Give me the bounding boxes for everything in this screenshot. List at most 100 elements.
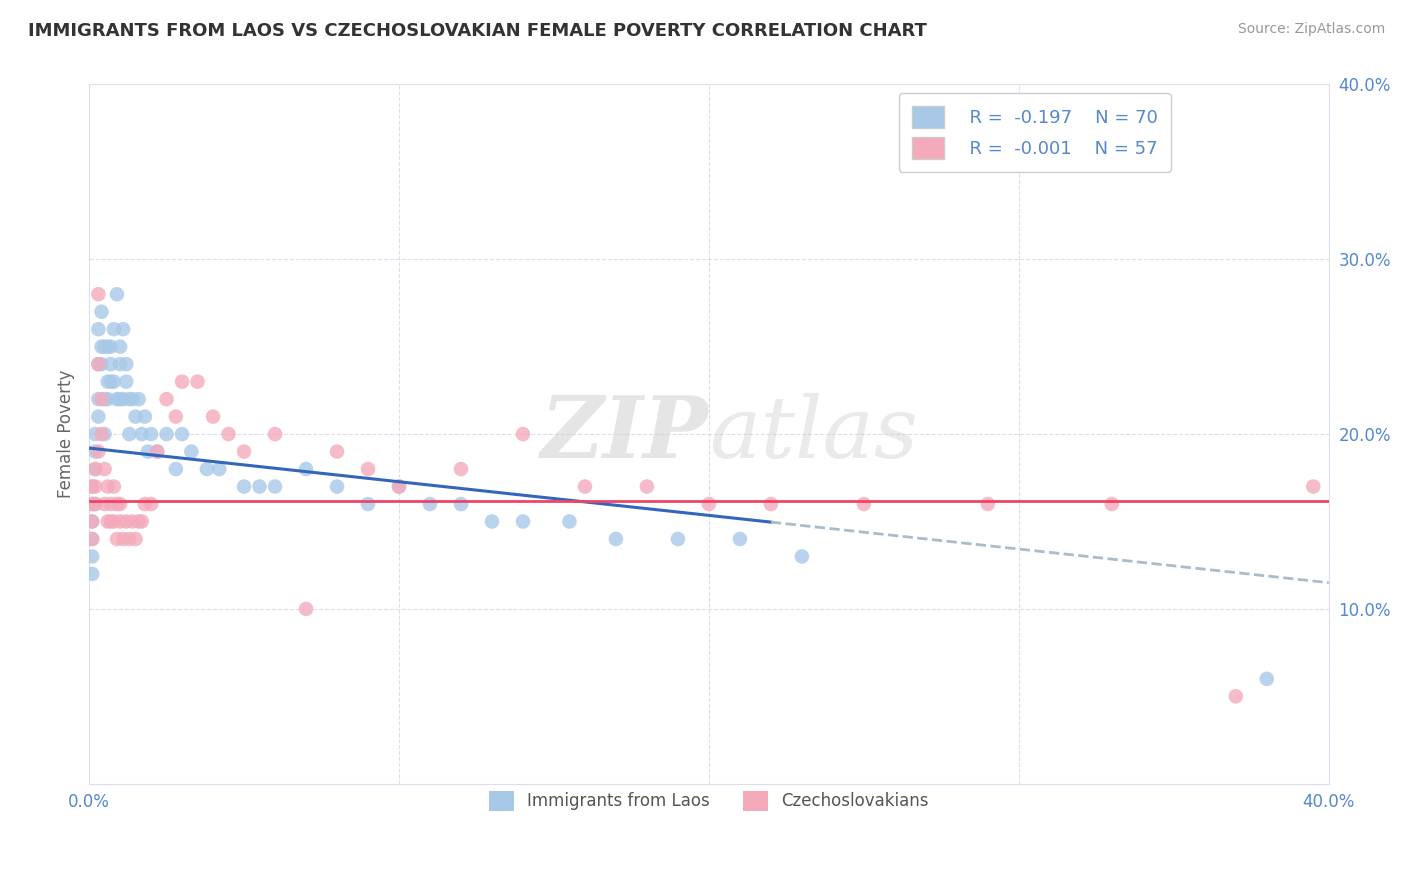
Point [82,497,104,511]
Point [100,497,122,511]
Point [512,427,534,442]
Text: atlas: atlas [709,392,918,475]
Point [195,462,218,476]
Point [977,497,1000,511]
Point [118,427,141,442]
Point [84,479,107,493]
Point [97,375,120,389]
Point [115,515,138,529]
Point [90,427,112,442]
Point [233,444,256,458]
Point [103,515,125,529]
Point [93,462,115,476]
Point [112,392,135,406]
Point [82,532,104,546]
Point [108,392,131,406]
Text: ZIP: ZIP [541,392,709,475]
Point [84,427,107,442]
Point [100,357,122,371]
Point [82,479,104,493]
Point [90,340,112,354]
Point [105,497,128,511]
Point [852,497,875,511]
Point [202,409,225,424]
Point [121,392,143,406]
Point [295,462,318,476]
Point [90,392,112,406]
Point [1302,479,1324,493]
Point [558,515,581,529]
Point [187,375,209,389]
Point [112,532,135,546]
Point [605,532,627,546]
Point [87,357,110,371]
Point [82,566,104,581]
Point [93,340,115,354]
Point [84,462,107,476]
Point [666,532,689,546]
Point [790,549,813,564]
Point [759,497,782,511]
Point [108,515,131,529]
Point [388,479,411,493]
Point [115,357,138,371]
Point [93,392,115,406]
Point [100,515,122,529]
Point [512,515,534,529]
Point [87,444,110,458]
Point [136,444,159,458]
Text: Source: ZipAtlas.com: Source: ZipAtlas.com [1237,22,1385,37]
Point [82,532,104,546]
Point [108,357,131,371]
Point [218,427,240,442]
Point [84,444,107,458]
Point [87,409,110,424]
Point [108,497,131,511]
Point [574,479,596,493]
Point [87,322,110,336]
Point [357,497,380,511]
Point [134,409,156,424]
Point [82,515,104,529]
Point [249,479,271,493]
Point [115,375,138,389]
Point [82,549,104,564]
Point [1256,672,1278,686]
Point [155,427,177,442]
Point [128,392,150,406]
Point [481,515,503,529]
Point [450,462,472,476]
Point [100,340,122,354]
Point [124,409,146,424]
Point [419,497,441,511]
Y-axis label: Female Poverty: Female Poverty [58,370,75,499]
Point [128,515,150,529]
Point [146,444,169,458]
Point [90,304,112,318]
Point [105,392,128,406]
Point [103,479,125,493]
Point [264,479,287,493]
Point [146,444,169,458]
Point [97,479,120,493]
Point [170,427,193,442]
Point [1101,497,1123,511]
Point [100,375,122,389]
Point [97,340,120,354]
Point [450,497,472,511]
Point [84,497,107,511]
Point [97,392,120,406]
Point [165,409,187,424]
Point [295,602,318,616]
Point [264,427,287,442]
Point [118,532,141,546]
Point [84,497,107,511]
Point [124,532,146,546]
Point [84,462,107,476]
Point [208,462,231,476]
Point [103,322,125,336]
Point [388,479,411,493]
Point [93,497,115,511]
Point [131,515,153,529]
Point [103,375,125,389]
